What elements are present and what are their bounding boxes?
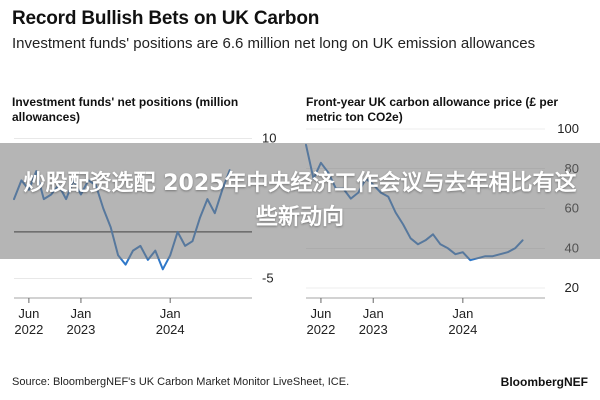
x-tick-label: Jan 2023 (66, 306, 95, 337)
x-tick-label: Jun 2022 (14, 306, 43, 337)
y-tick-label: 20 (565, 280, 579, 295)
brand-logo-text: BloombergNEF (500, 375, 588, 389)
x-tick-label: Jan 2023 (359, 306, 388, 337)
x-tick-label: Jan 2024 (156, 306, 185, 337)
y-tick-label: 100 (557, 121, 579, 136)
x-tick-label: Jun 2022 (306, 306, 335, 337)
promo-overlay-text: 炒股配资选配 2025年中央经济工作会议与去年相比有这些新动向 (23, 171, 577, 230)
y-tick-label: -5 (262, 271, 274, 286)
x-tick-label: Jan 2024 (448, 306, 477, 337)
source-note: Source: BloombergNEF's UK Carbon Market … (12, 376, 350, 388)
chart-subtitle: Investment funds' positions are 6.6 mill… (12, 35, 536, 52)
chart-title: Record Bullish Bets on UK Carbon (12, 8, 320, 29)
right-panel-title: Front-year UK carbon allowance price (£ … (306, 95, 559, 124)
y-tick-label: 10 (262, 130, 276, 145)
promo-overlay-banner: 炒股配资选配 2025年中央经济工作会议与去年相比有这些新动向 (0, 143, 600, 259)
left-panel-title: Investment funds' net positions (million… (12, 95, 239, 124)
